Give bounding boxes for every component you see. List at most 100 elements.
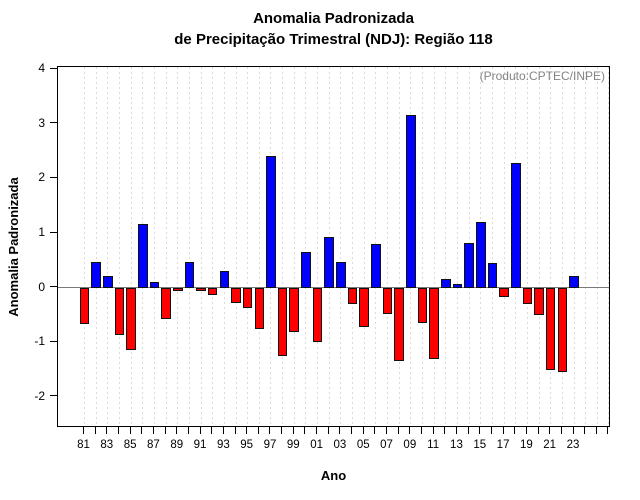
x-axis-tick — [607, 427, 609, 434]
bar-2014 — [464, 243, 474, 288]
vertical-gridline — [258, 67, 260, 426]
vertical-gridline — [317, 67, 319, 426]
x-axis-tick — [397, 427, 399, 434]
bar-1981 — [79, 287, 90, 325]
x-axis-tick — [234, 427, 236, 434]
x-axis-tick — [455, 427, 457, 434]
vertical-gridline — [608, 67, 610, 426]
x-axis-tick — [94, 427, 96, 434]
x-axis-tick — [374, 427, 376, 434]
bar-2011 — [429, 287, 439, 359]
vertical-gridline — [573, 67, 575, 426]
vertical-gridline — [352, 67, 354, 426]
bar-1991 — [196, 287, 206, 292]
x-axis-tick-label: 21 — [543, 439, 557, 451]
vertical-gridline — [456, 67, 458, 426]
vertical-gridline — [387, 67, 389, 426]
y-axis-tick-label: 2 — [38, 170, 45, 185]
vertical-gridline — [585, 67, 587, 426]
bar-1989 — [172, 287, 183, 291]
bar-1993 — [219, 271, 230, 288]
vertical-gridline — [165, 67, 167, 426]
bar-1990 — [184, 261, 195, 288]
vertical-gridline — [526, 67, 528, 426]
bar-2022 — [557, 287, 568, 373]
x-axis-tick — [339, 427, 341, 434]
x-axis-tick — [83, 427, 84, 434]
vertical-gridline — [223, 67, 225, 426]
x-axis-tick — [257, 427, 259, 434]
x-axis-tick — [164, 427, 166, 434]
y-axis-tick-label: -2 — [34, 388, 45, 403]
x-axis-tick — [211, 427, 213, 434]
vertical-gridline — [561, 67, 563, 426]
bar-2013 — [452, 284, 463, 288]
vertical-gridline — [212, 67, 214, 426]
x-axis-tick — [525, 427, 527, 434]
bar-2021 — [545, 287, 556, 371]
vertical-gridline — [363, 67, 365, 426]
x-axis-tick-label: 01 — [310, 439, 323, 451]
x-axis-tick — [269, 427, 271, 434]
x-axis-tick — [560, 427, 562, 434]
bar-2002 — [324, 236, 335, 288]
bar-1988 — [161, 287, 171, 320]
x-axis-tick — [595, 427, 597, 434]
vertical-gridline — [433, 67, 435, 426]
x-axis-tick — [152, 427, 154, 434]
y-axis-tick-label: 0 — [38, 279, 45, 294]
x-axis-tick — [327, 427, 329, 434]
bar-2012 — [441, 278, 451, 288]
x-axis-tick — [281, 427, 283, 434]
x-axis-tick — [549, 427, 551, 434]
bar-2006 — [371, 243, 381, 288]
y-axis-tick — [50, 395, 57, 397]
x-axis-tick-label: 87 — [147, 439, 160, 451]
bar-2004 — [347, 287, 358, 305]
chart-title-line1: Anomalia Padronizada — [253, 10, 414, 27]
x-axis-tick — [572, 427, 574, 434]
x-axis-tick — [316, 427, 318, 434]
x-axis-tick — [106, 427, 108, 434]
y-axis-tick — [50, 67, 57, 69]
vertical-gridline — [235, 67, 237, 426]
bar-1995 — [242, 287, 253, 309]
zero-line — [58, 287, 609, 289]
vertical-gridline — [445, 67, 447, 426]
x-axis-tick-label: 09 — [403, 439, 417, 451]
x-axis-tick — [537, 427, 539, 434]
vertical-gridline — [305, 67, 307, 426]
x-axis-tick-label: 15 — [473, 439, 487, 451]
y-axis-tick — [50, 122, 57, 124]
bar-2016 — [487, 262, 498, 288]
bar-2017 — [499, 287, 509, 297]
bar-2007 — [382, 287, 393, 315]
vertical-gridline — [200, 67, 202, 426]
chart-title-line2: de Precipitação Trimestral (NDJ): Região… — [174, 31, 493, 48]
y-axis-tick — [50, 286, 57, 288]
vertical-gridline — [188, 67, 190, 426]
bar-1994 — [231, 287, 241, 303]
x-axis-tick-label: 19 — [519, 439, 533, 451]
x-axis-tick — [129, 427, 131, 434]
vertical-gridline — [421, 67, 423, 426]
bar-2008 — [394, 287, 404, 362]
vertical-gridline — [293, 67, 295, 426]
y-axis-tick-label: 1 — [38, 225, 45, 240]
x-axis-tick-label: 05 — [356, 439, 370, 451]
vertical-gridline — [491, 67, 493, 426]
x-axis-tick-label: 95 — [240, 439, 254, 451]
bar-1998 — [277, 287, 288, 356]
x-axis-tick — [304, 427, 306, 434]
x-axis-tick-label: 85 — [123, 439, 137, 451]
producer-annotation: (Produto:CPTEC/INPE) — [479, 69, 605, 83]
x-axis-tick-label: 99 — [286, 439, 300, 451]
bar-1986 — [137, 223, 148, 288]
x-axis-tick — [432, 427, 434, 434]
bar-2015 — [475, 222, 486, 288]
bar-2020 — [534, 287, 544, 316]
x-axis-tick — [490, 427, 492, 434]
bar-1996 — [254, 287, 265, 330]
x-axis-tick-label: 81 — [77, 439, 90, 451]
bar-1985 — [126, 287, 136, 350]
